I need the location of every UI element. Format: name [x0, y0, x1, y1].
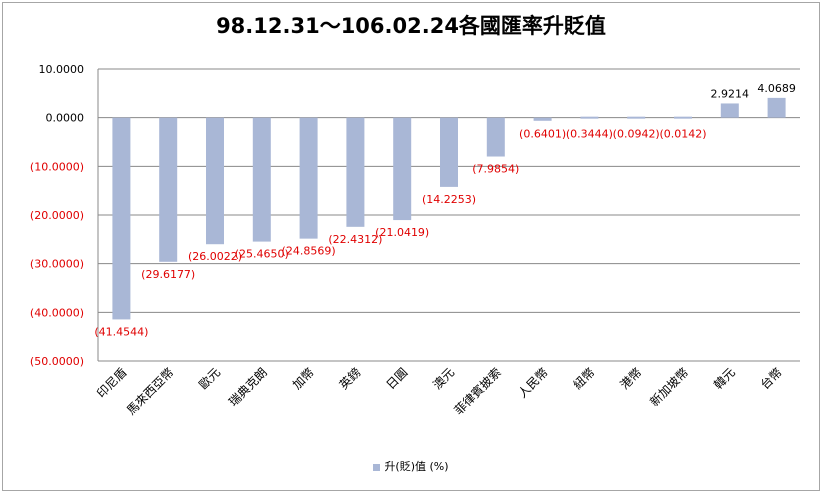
y-tick-label: (30.0000) [30, 258, 84, 271]
y-tick-label: (20.0000) [30, 209, 84, 222]
data-label: (0.3444) [566, 128, 613, 141]
x-tick-label: 日圓 [383, 365, 410, 392]
bar [112, 117, 131, 320]
x-tick-label: 澳元 [430, 365, 457, 392]
x-tick-label: 港幣 [617, 365, 644, 392]
data-label: (22.4312) [328, 233, 382, 246]
legend-label: 升(貶)值 (%) [384, 460, 449, 473]
data-label: (0.6401) [519, 128, 566, 141]
x-tick-label: 英鎊 [336, 365, 364, 393]
data-label: (29.6177) [141, 268, 195, 281]
bar [206, 117, 224, 245]
x-tick-label: 印尼盾 [94, 365, 129, 400]
bar [486, 117, 505, 157]
chart-title: 98.12.31～106.02.24各國匯率升貶值 [216, 14, 606, 38]
y-tick-label: (50.0000) [30, 355, 84, 368]
x-tick-label: 瑞典克朗 [226, 365, 270, 409]
bar [252, 117, 271, 242]
bar [346, 117, 365, 227]
data-label: 2.9214 [711, 87, 750, 100]
x-tick-label: 紐幣 [571, 365, 598, 392]
bar [393, 117, 412, 221]
y-tick-label: 0.0000 [46, 112, 85, 125]
bar [720, 103, 739, 118]
data-label: (25.4650) [235, 248, 289, 261]
bar [299, 117, 318, 239]
x-tick-label: 韓元 [711, 365, 738, 392]
data-label: (41.4544) [94, 325, 148, 338]
y-tick-label: 10.0000 [39, 63, 85, 76]
bar [580, 116, 599, 119]
x-tick-label: 新加坡幣 [647, 365, 692, 410]
bar [767, 97, 786, 118]
data-label: (7.9854) [472, 163, 519, 176]
bar [440, 117, 458, 187]
legend-swatch [373, 463, 381, 471]
data-label: (21.0419) [375, 226, 429, 239]
bar [674, 116, 692, 119]
y-tick-label: (40.0000) [30, 306, 84, 319]
data-label: (26.0022) [188, 250, 242, 263]
bar [627, 116, 646, 119]
legend: 升(貶)值 (%) [0, 458, 822, 474]
data-label: 4.0689 [757, 82, 796, 95]
y-tick-label: (10.0000) [30, 160, 84, 173]
data-label: (0.0942) [613, 128, 660, 141]
data-label: (24.8569) [282, 245, 336, 258]
x-tick-label: 馬來西亞幣 [124, 365, 176, 417]
bar [159, 117, 178, 262]
x-tick-label: 歐元 [196, 365, 224, 393]
x-tick-label: 加幣 [290, 365, 317, 392]
x-tick-label: 菲律賓披索 [451, 365, 504, 418]
data-label: (14.2253) [422, 193, 476, 206]
x-tick-label: 台幣 [757, 365, 785, 393]
bar [533, 117, 552, 121]
data-label: (0.0142) [659, 128, 706, 141]
x-tick-label: 人民幣 [515, 365, 550, 400]
